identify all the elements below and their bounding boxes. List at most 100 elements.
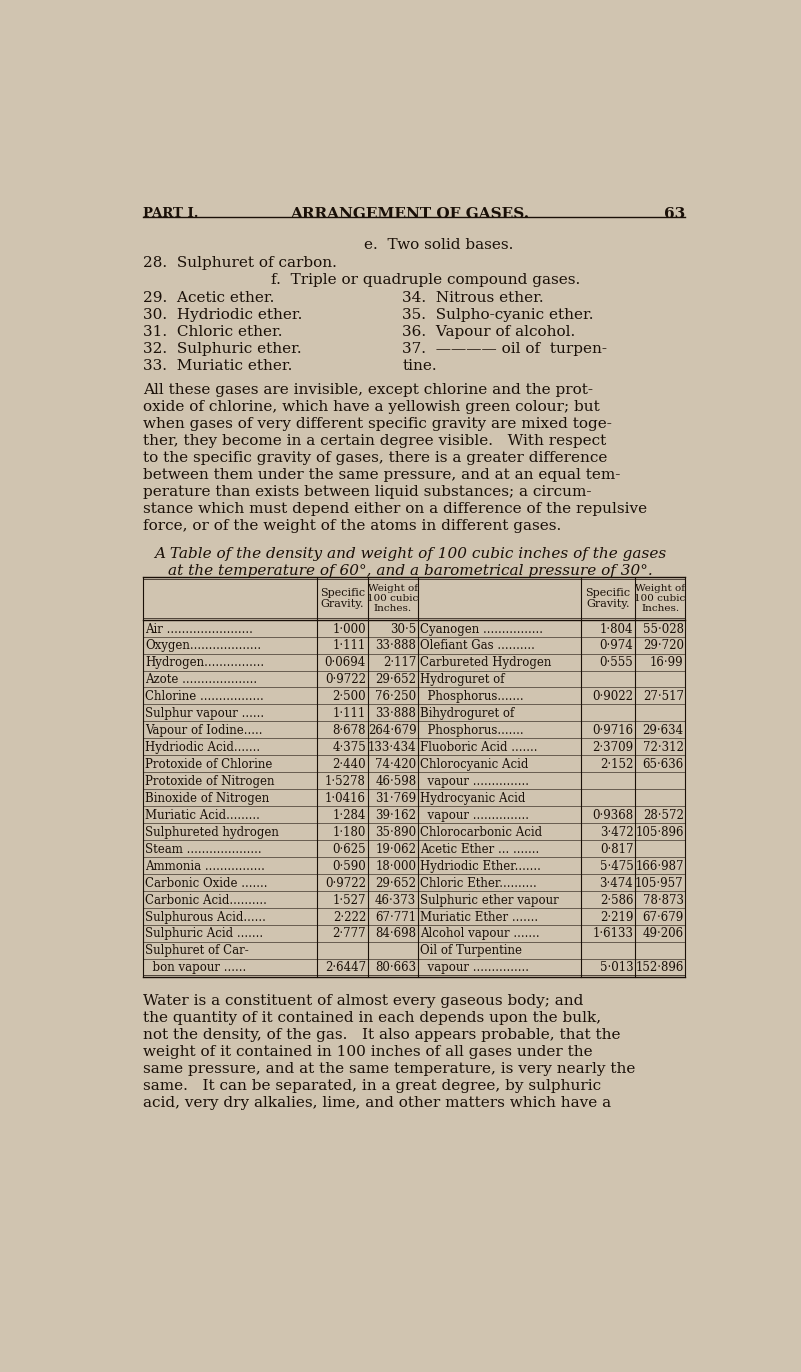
Text: 80·663: 80·663 (375, 962, 417, 974)
Text: Hydroguret of: Hydroguret of (421, 674, 505, 686)
Text: Air .......................: Air ....................... (145, 623, 253, 635)
Text: 29.  Acetic ether.: 29. Acetic ether. (143, 291, 274, 305)
Text: Chloric Ether..........: Chloric Ether.......... (421, 877, 537, 889)
Text: 0·0694: 0·0694 (324, 656, 366, 670)
Text: between them under the same pressure, and at an equal tem-: between them under the same pressure, an… (143, 468, 620, 482)
Text: Vapour of Iodine.....: Vapour of Iodine..... (145, 724, 263, 737)
Text: 36.  Vapour of alcohol.: 36. Vapour of alcohol. (402, 325, 576, 339)
Text: 28.  Sulphuret of carbon.: 28. Sulphuret of carbon. (143, 255, 336, 269)
Text: 0·974: 0·974 (600, 639, 634, 653)
Text: 2·440: 2·440 (332, 759, 366, 771)
Text: 2·117: 2·117 (383, 656, 417, 670)
Text: force, or of the weight of the atoms in different gases.: force, or of the weight of the atoms in … (143, 519, 561, 532)
Text: Protoxide of Nitrogen: Protoxide of Nitrogen (145, 775, 275, 788)
Text: 19·062: 19·062 (376, 842, 417, 856)
Text: Olefiant Gas ..........: Olefiant Gas .......... (421, 639, 535, 653)
Text: 0·9368: 0·9368 (592, 809, 634, 822)
Text: Ammonia ................: Ammonia ................ (145, 860, 265, 873)
Text: same.   It can be separated, in a great degree, by sulphuric: same. It can be separated, in a great de… (143, 1078, 601, 1092)
Text: 1·804: 1·804 (600, 623, 634, 635)
Text: not the density, of the gas.   It also appears probable, that the: not the density, of the gas. It also app… (143, 1028, 620, 1041)
Text: 166·987: 166·987 (635, 860, 684, 873)
Text: 29·634: 29·634 (642, 724, 684, 737)
Text: ther, they become in a certain degree visible.   With respect: ther, they become in a certain degree vi… (143, 434, 606, 449)
Text: tine.: tine. (402, 358, 437, 373)
Text: 133·434: 133·434 (368, 741, 417, 755)
Text: 1·111: 1·111 (332, 707, 366, 720)
Text: vapour ...............: vapour ............... (421, 775, 529, 788)
Text: 0·590: 0·590 (332, 860, 366, 873)
Text: Sulphureted hydrogen: Sulphureted hydrogen (145, 826, 279, 838)
Text: the quantity of it contained in each depends upon the bulk,: the quantity of it contained in each dep… (143, 1011, 601, 1025)
Text: at the temperature of 60°, and a barometrical pressure of 30°.: at the temperature of 60°, and a baromet… (167, 564, 653, 578)
Text: 8·678: 8·678 (332, 724, 366, 737)
Text: 27·517: 27·517 (642, 690, 684, 704)
Text: Azote ....................: Azote .................... (145, 674, 257, 686)
Text: 1·527: 1·527 (332, 893, 366, 907)
Text: to the specific gravity of gases, there is a greater difference: to the specific gravity of gases, there … (143, 451, 607, 465)
Text: All these gases are invisible, except chlorine and the prot-: All these gases are invisible, except ch… (143, 383, 593, 398)
Text: 0·9022: 0·9022 (592, 690, 634, 704)
Text: 2·6447: 2·6447 (325, 962, 366, 974)
Text: bon vapour ......: bon vapour ...... (145, 962, 247, 974)
Text: PART I.: PART I. (143, 207, 199, 220)
Text: f.  Triple or quadruple compound gases.: f. Triple or quadruple compound gases. (271, 273, 580, 287)
Text: 105·896: 105·896 (635, 826, 684, 838)
Text: Binoxide of Nitrogen: Binoxide of Nitrogen (145, 792, 269, 805)
Text: 29·720: 29·720 (642, 639, 684, 653)
Text: 18·000: 18·000 (376, 860, 417, 873)
Text: Carbonic Oxide .......: Carbonic Oxide ....... (145, 877, 268, 889)
Text: 33·888: 33·888 (376, 707, 417, 720)
Text: Sulphuric Acid .......: Sulphuric Acid ....... (145, 927, 264, 940)
Text: 35.  Sulpho-cyanic ether.: 35. Sulpho-cyanic ether. (402, 307, 594, 322)
Text: 1·284: 1·284 (332, 809, 366, 822)
Text: 31·769: 31·769 (375, 792, 417, 805)
Text: Hydriodic Acid.......: Hydriodic Acid....... (145, 741, 260, 755)
Text: 84·698: 84·698 (376, 927, 417, 940)
Text: when gases of very different specific gravity are mixed toge-: when gases of very different specific gr… (143, 417, 612, 431)
Text: Sulphur vapour ......: Sulphur vapour ...... (145, 707, 264, 720)
Text: 0·817: 0·817 (600, 842, 634, 856)
Text: 34.  Nitrous ether.: 34. Nitrous ether. (402, 291, 544, 305)
Text: same pressure, and at the same temperature, is very nearly the: same pressure, and at the same temperatu… (143, 1062, 635, 1076)
Text: weight of it contained in 100 inches of all gases under the: weight of it contained in 100 inches of … (143, 1044, 593, 1059)
Text: Carbureted Hydrogen: Carbureted Hydrogen (421, 656, 552, 670)
Text: Weight of
100 cubic
Inches.: Weight of 100 cubic Inches. (367, 583, 418, 613)
Text: Hydrocyanic Acid: Hydrocyanic Acid (421, 792, 525, 805)
Text: 46·373: 46·373 (375, 893, 417, 907)
Text: 105·957: 105·957 (635, 877, 684, 889)
Text: ARRANGEMENT OF GASES.: ARRANGEMENT OF GASES. (291, 207, 529, 221)
Text: stance which must depend either on a difference of the repulsive: stance which must depend either on a dif… (143, 502, 647, 516)
Text: 63: 63 (664, 207, 685, 221)
Text: 0·9722: 0·9722 (325, 877, 366, 889)
Text: 76·250: 76·250 (375, 690, 417, 704)
Text: perature than exists between liquid substances; a circum-: perature than exists between liquid subs… (143, 484, 591, 499)
Text: Muriatic Ether .......: Muriatic Ether ....... (421, 911, 538, 923)
Text: Bihydroguret of: Bihydroguret of (421, 707, 514, 720)
Text: 1·6133: 1·6133 (592, 927, 634, 940)
Text: 0·555: 0·555 (600, 656, 634, 670)
Text: Fluoboric Acid .......: Fluoboric Acid ....... (421, 741, 537, 755)
Text: 74·420: 74·420 (375, 759, 417, 771)
Text: Sulphurous Acid......: Sulphurous Acid...... (145, 911, 266, 923)
Text: 29·652: 29·652 (376, 877, 417, 889)
Text: 2·3709: 2·3709 (592, 741, 634, 755)
Text: Hydriodic Ether.......: Hydriodic Ether....... (421, 860, 541, 873)
Text: Oxygen...................: Oxygen................... (145, 639, 261, 653)
Text: Hydrogen................: Hydrogen................ (145, 656, 264, 670)
Text: e.  Two solid bases.: e. Two solid bases. (364, 237, 513, 252)
Text: 1·180: 1·180 (332, 826, 366, 838)
Text: 29·652: 29·652 (376, 674, 417, 686)
Text: 35·890: 35·890 (375, 826, 417, 838)
Text: 33·888: 33·888 (376, 639, 417, 653)
Text: Cyanogen ................: Cyanogen ................ (421, 623, 543, 635)
Text: Chlorocyanic Acid: Chlorocyanic Acid (421, 759, 529, 771)
Text: Oil of Turpentine: Oil of Turpentine (421, 944, 522, 958)
Text: Phosphorus.......: Phosphorus....... (421, 724, 524, 737)
Text: 55·028: 55·028 (642, 623, 684, 635)
Text: A Table of the density and weight of 100 cubic inches of the gases: A Table of the density and weight of 100… (154, 546, 666, 561)
Text: Carbonic Acid..........: Carbonic Acid.......... (145, 893, 267, 907)
Text: 0·9722: 0·9722 (325, 674, 366, 686)
Text: Chlorocarbonic Acid: Chlorocarbonic Acid (421, 826, 542, 838)
Text: 30.  Hydriodic ether.: 30. Hydriodic ether. (143, 307, 302, 322)
